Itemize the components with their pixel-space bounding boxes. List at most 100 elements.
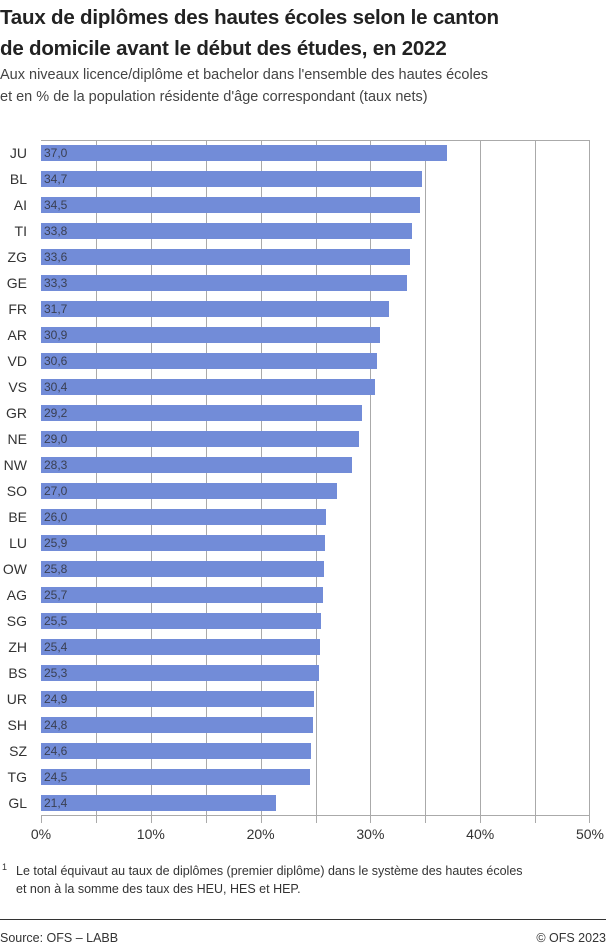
footnote-marker: 1 — [2, 862, 8, 872]
bar-row: AR 30,9 — [0, 327, 590, 343]
category-label: VS — [8, 379, 27, 395]
value-label: 24,8 — [44, 718, 68, 732]
value-label: 25,3 — [44, 666, 68, 680]
x-tick — [370, 816, 371, 823]
bar — [41, 145, 448, 161]
category-label: OW — [2, 561, 27, 577]
x-tick-label: 30% — [356, 826, 385, 842]
bar-row: VS 30,4 — [0, 379, 590, 395]
x-tick-label: 20% — [246, 826, 275, 842]
bar-row: BS 25,3 — [0, 665, 590, 681]
value-label: 26,0 — [44, 510, 68, 524]
category-label: VD — [7, 353, 27, 369]
bar-row: NE 29,0 — [0, 431, 590, 447]
bar-row: NW 28,3 — [0, 457, 590, 473]
bar — [41, 249, 410, 265]
category-label: BL — [9, 171, 27, 187]
category-label: SH — [7, 717, 27, 733]
x-tick — [151, 816, 152, 823]
x-tick-label: 40% — [466, 826, 495, 842]
value-label: 25,4 — [44, 640, 68, 654]
bar-row: GL 21,4 — [0, 795, 590, 811]
x-tick-label: 10% — [136, 826, 165, 842]
bar-row: SZ 24,6 — [0, 743, 590, 759]
bar — [41, 405, 362, 421]
bar — [41, 561, 325, 577]
value-label: 34,5 — [44, 198, 68, 212]
category-label: BE — [8, 509, 27, 525]
bar — [41, 639, 320, 655]
value-label: 30,4 — [44, 380, 68, 394]
category-label: AG — [6, 587, 27, 603]
category-label: AI — [13, 197, 27, 213]
x-tick-label: 50% — [575, 826, 604, 842]
bar — [41, 275, 407, 291]
bar — [41, 223, 413, 239]
bar — [41, 457, 352, 473]
bar — [41, 353, 377, 369]
category-label: NE — [7, 431, 27, 447]
source-text: Source: OFS – LABB — [0, 931, 119, 945]
chart-subtitle-line-1: Aux niveaux licence/diplôme et bachelor … — [0, 67, 489, 83]
bar-row: FR 31,7 — [0, 301, 590, 317]
bar — [41, 691, 315, 707]
plot-area: JU 37,0 BL 34,7 AI 34,5 TI 33,8 ZG 33,6 GE 33,3 FR 31… — [3, 140, 590, 823]
category-label: SZ — [9, 743, 27, 759]
x-tick — [535, 816, 536, 823]
gridline — [370, 140, 371, 816]
category-label: FR — [8, 301, 27, 317]
chart-title-line-1: Taux de diplômes des hautes écoles selon… — [0, 6, 499, 29]
value-label: 24,9 — [44, 692, 68, 706]
bar — [41, 197, 420, 213]
chart-title-line-2: de domicile avant le début des études, e… — [0, 37, 447, 60]
value-label: 25,8 — [44, 562, 68, 576]
gridline — [261, 140, 262, 816]
category-label: ZG — [7, 249, 27, 265]
bar-row: SO 27,0 — [0, 483, 590, 499]
category-label: UR — [6, 691, 27, 707]
bar — [41, 483, 338, 499]
gridline — [535, 140, 536, 816]
bar-row: SG 25,5 — [0, 613, 590, 629]
value-label: 34,7 — [44, 172, 68, 186]
gridline — [96, 140, 97, 816]
gridline — [316, 140, 317, 816]
value-label: 25,9 — [44, 536, 68, 550]
value-label: 37,0 — [44, 146, 68, 160]
x-tick — [480, 816, 481, 823]
category-label: AR — [7, 327, 27, 343]
category-label: BS — [8, 665, 27, 681]
bar-row: AI 34,5 — [0, 197, 590, 213]
value-label: 29,2 — [44, 406, 68, 420]
bar — [41, 665, 319, 681]
gridline — [480, 140, 481, 816]
x-tick — [206, 816, 207, 823]
bar-row: OW 25,8 — [0, 561, 590, 577]
category-label: TI — [14, 223, 27, 239]
gridline — [151, 140, 152, 816]
x-tick — [589, 816, 590, 823]
gridline — [206, 140, 207, 816]
bar — [41, 613, 321, 629]
bar-row: AG 25,7 — [0, 587, 590, 603]
chart-subtitle-line-2: et en % de la population résidente d'âge… — [0, 89, 428, 105]
x-tick — [425, 816, 426, 823]
value-label: 31,7 — [44, 302, 68, 316]
x-tick — [96, 816, 97, 823]
footnote-line-1: Le total équivaut au taux de diplômes (p… — [16, 864, 523, 878]
value-label: 28,3 — [44, 458, 68, 472]
x-tick — [41, 816, 42, 823]
bar-row: SH 24,8 — [0, 717, 590, 733]
value-label: 21,4 — [44, 796, 68, 810]
bar — [41, 795, 276, 811]
x-tick-label: 0% — [30, 826, 52, 842]
x-axis-line — [41, 815, 590, 816]
category-label: GE — [6, 275, 27, 291]
bar-row: TI 33,8 — [0, 223, 590, 239]
bar-row: BL 34,7 — [0, 171, 590, 187]
bar-row: TG 24,5 — [0, 769, 590, 785]
value-label: 30,6 — [44, 354, 68, 368]
value-label: 25,7 — [44, 588, 68, 602]
footnote-text: Le total équivaut au taux de diplômes (p… — [16, 862, 596, 898]
category-label: LU — [9, 535, 27, 551]
